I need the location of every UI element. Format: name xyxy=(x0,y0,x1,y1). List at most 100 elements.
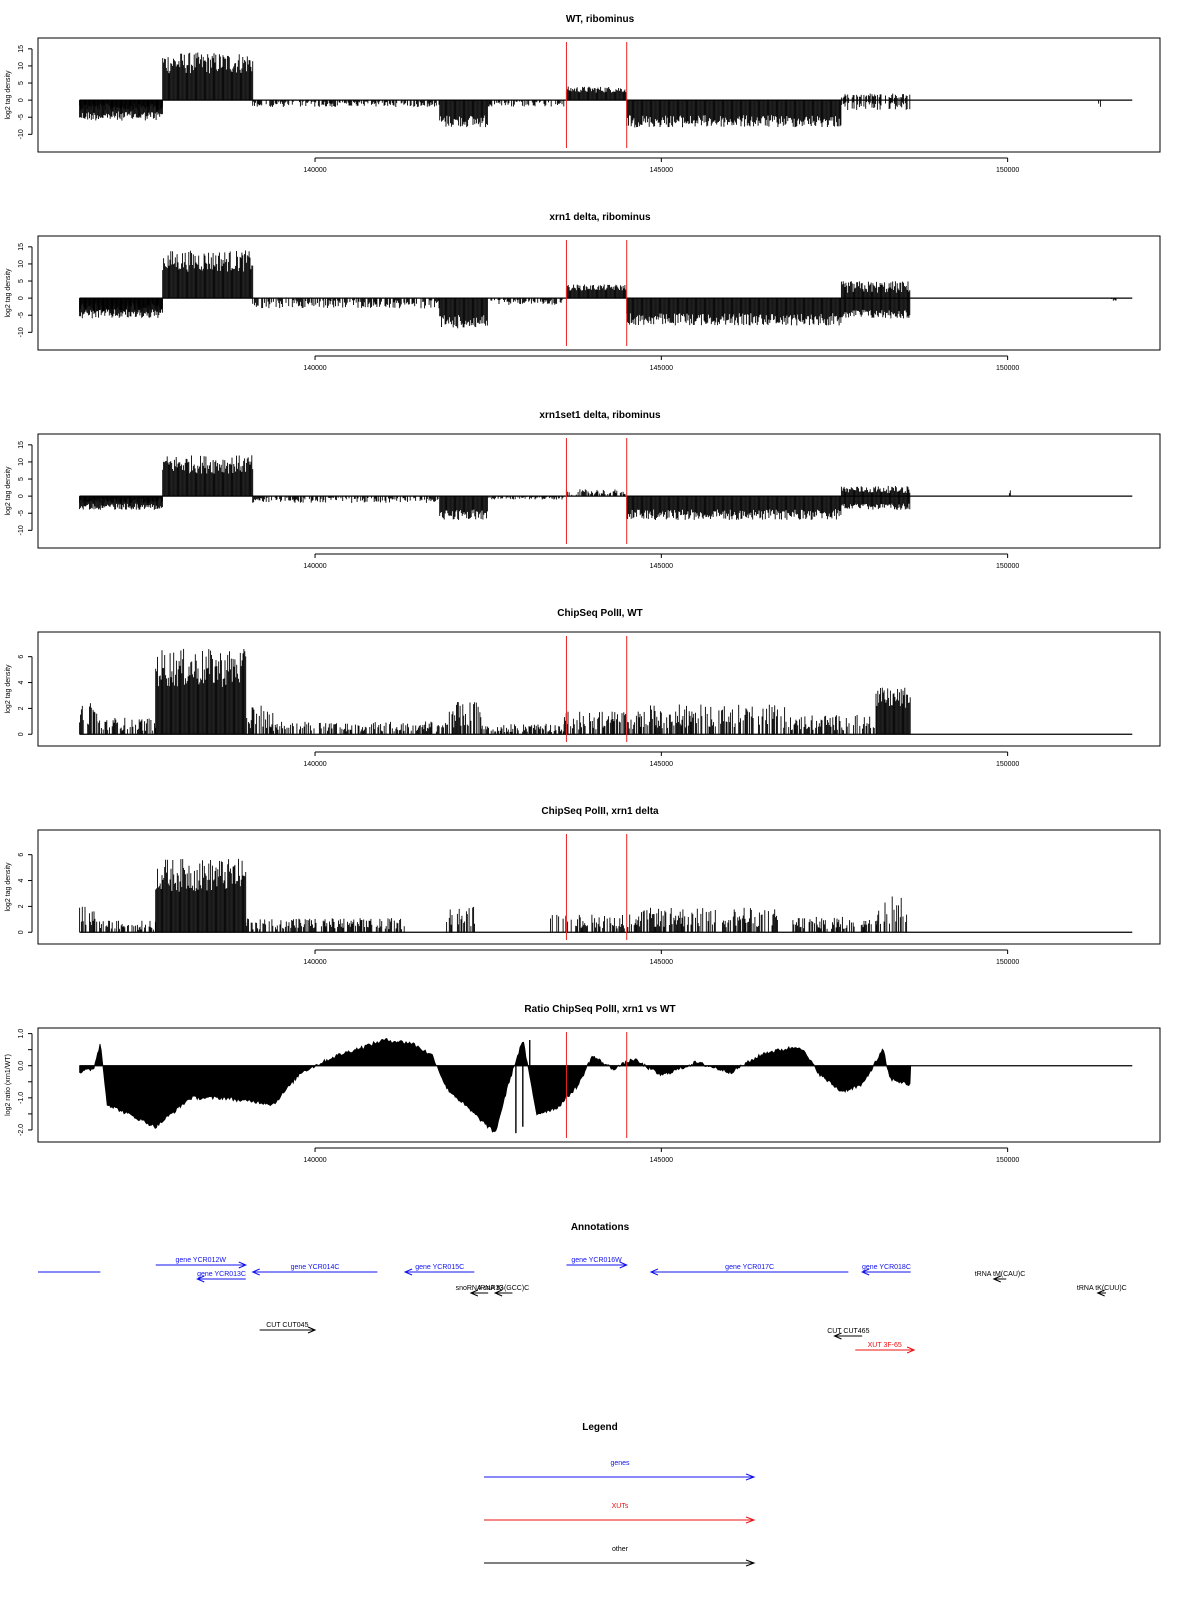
signal-segment xyxy=(439,100,488,128)
x-tick-label: 150000 xyxy=(996,167,1019,174)
track-panel-2: xrn1set1 delta, ribominus 15 10 5 0 -5 -10 log2… xyxy=(5,410,1161,570)
feature-gene: gene YCR017C xyxy=(649,1264,849,1276)
x-tick-label: 145000 xyxy=(650,365,673,372)
arrow-head xyxy=(619,1261,628,1269)
signal-segment xyxy=(487,100,565,107)
y-tick-label: 15 xyxy=(18,45,25,53)
x-tick-label: 150000 xyxy=(996,761,1019,768)
x-tick-label: 150000 xyxy=(996,959,1019,966)
y-tick-label: 1.0 xyxy=(18,1029,25,1039)
signal-segment xyxy=(252,496,439,503)
signal-segment xyxy=(563,711,641,735)
y-tick-label: 0 xyxy=(18,296,25,300)
signal-segment xyxy=(162,52,254,101)
y-tick-label: 0.0 xyxy=(18,1061,25,1071)
annotations-title: Annotations xyxy=(571,1222,630,1233)
arrow-head xyxy=(238,1261,248,1269)
legend-entry-other: other xyxy=(484,1546,756,1567)
feature-other: CUT CUT465 xyxy=(827,1328,870,1340)
ratio-area xyxy=(79,1038,912,1133)
signal-segment xyxy=(640,704,786,735)
signal-segment xyxy=(155,858,247,933)
signal-bars xyxy=(79,648,911,735)
y-axis-label: log2 tag density xyxy=(5,70,12,120)
legend-title: Legend xyxy=(582,1422,618,1433)
y-tick-label: 0 xyxy=(18,98,25,102)
signal-segment xyxy=(252,100,440,107)
signal-segment xyxy=(480,723,565,735)
signal-segment xyxy=(840,93,911,110)
plot-frame xyxy=(37,829,1161,945)
arrow-head xyxy=(833,1332,842,1340)
signal-segment xyxy=(79,298,163,319)
legend-entry-gene: genes xyxy=(484,1460,756,1481)
signal-segment xyxy=(155,648,247,735)
x-tick-label: 140000 xyxy=(303,1157,326,1164)
arrow-head xyxy=(307,1326,317,1334)
signal-segment xyxy=(162,250,254,299)
y-tick-label: 15 xyxy=(18,441,25,449)
signal-segment xyxy=(79,703,98,735)
y-axis-label: log2 tag density xyxy=(5,862,12,912)
track-title: xrn1set1 delta, ribominus xyxy=(539,410,661,421)
signal-segment xyxy=(875,687,911,735)
signal-segment xyxy=(252,298,440,309)
signal-segment xyxy=(626,298,842,326)
signal-segment xyxy=(96,717,156,735)
y-tick-label: -10 xyxy=(18,525,25,535)
signal-segment xyxy=(1008,490,1011,497)
feature-label: gene YCR013C xyxy=(197,1271,246,1278)
y-tick-label: 10 xyxy=(18,260,25,268)
y-axis-label: log2 tag density xyxy=(5,664,12,714)
y-tick-label: -2.0 xyxy=(18,1124,25,1136)
arrow-head xyxy=(1096,1289,1105,1297)
y-tick-label: 5 xyxy=(18,279,25,283)
track-panel-1: xrn1 delta, ribominus 15 10 5 0 -5 -10 log2 tag… xyxy=(5,212,1161,372)
legend-label: other xyxy=(612,1546,629,1553)
feature-label: gene YCR016W xyxy=(571,1257,622,1264)
x-tick-label: 150000 xyxy=(996,1157,1019,1164)
y-tick-label: -5 xyxy=(18,114,25,120)
y-tick-label: -5 xyxy=(18,510,25,516)
x-tick-label: 150000 xyxy=(996,563,1019,570)
y-tick-label: 10 xyxy=(18,458,25,466)
feature-other: tRNA tG(GCC)C xyxy=(478,1285,529,1297)
track-title: ChipSeq PolII, xrn1 delta xyxy=(541,806,659,817)
feature-other: snoRNA snR33 xyxy=(456,1285,504,1297)
arrow-head xyxy=(745,1473,756,1481)
signal-segment xyxy=(79,100,163,121)
arrow-head xyxy=(860,1268,870,1276)
feature-label: CUT CUT465 xyxy=(827,1328,869,1335)
feature-other: CUT CUT045 xyxy=(259,1322,317,1334)
y-axis-label: log2 ratio (xrn1/WT) xyxy=(5,1054,12,1116)
signal-segment xyxy=(79,496,163,510)
arrow-head xyxy=(251,1268,260,1276)
feature-gene: gene YCR012W xyxy=(155,1257,248,1269)
feature-other: tRNA tK(CUU)C xyxy=(1077,1285,1127,1297)
x-tick-label: 150000 xyxy=(996,365,1019,372)
x-tick-label: 145000 xyxy=(650,563,673,570)
x-tick-label: 145000 xyxy=(650,167,673,174)
track-panel-5: Ratio ChipSeq PolII, xrn1 vs WT 1.0 0.0 -1.… xyxy=(5,1004,1161,1164)
feature-gene: gene YCR016W xyxy=(566,1257,628,1269)
x-tick-label: 145000 xyxy=(650,761,673,768)
track-panel-0: WT, ribominus 15 10 5 0 -5 -10 log2 tag density… xyxy=(5,14,1161,174)
feature-label: XUT 3F-65 xyxy=(868,1342,902,1349)
feature-label: tRNA tM(CAU)C xyxy=(975,1271,1026,1278)
track-title: Ratio ChipSeq PolII, xrn1 vs WT xyxy=(524,1004,675,1015)
arrow-head xyxy=(493,1289,503,1297)
y-tick-label: 4 xyxy=(18,878,25,882)
arrow-head xyxy=(649,1268,659,1276)
annotations-panel: Annotations gene YCR012W gene YCR013C gene … xyxy=(38,1222,1127,1354)
signal-bars xyxy=(79,858,908,933)
arrow-head xyxy=(469,1289,479,1297)
signal-segment xyxy=(565,284,627,299)
signal-segment xyxy=(246,705,274,735)
legend-entry-xut: XUTs xyxy=(484,1503,756,1524)
signal-segment xyxy=(626,100,842,128)
signal-segment xyxy=(626,496,842,520)
feature-label: gene YCR014C xyxy=(291,1264,340,1271)
signal-segment xyxy=(640,907,778,933)
signal-segment xyxy=(785,715,875,735)
